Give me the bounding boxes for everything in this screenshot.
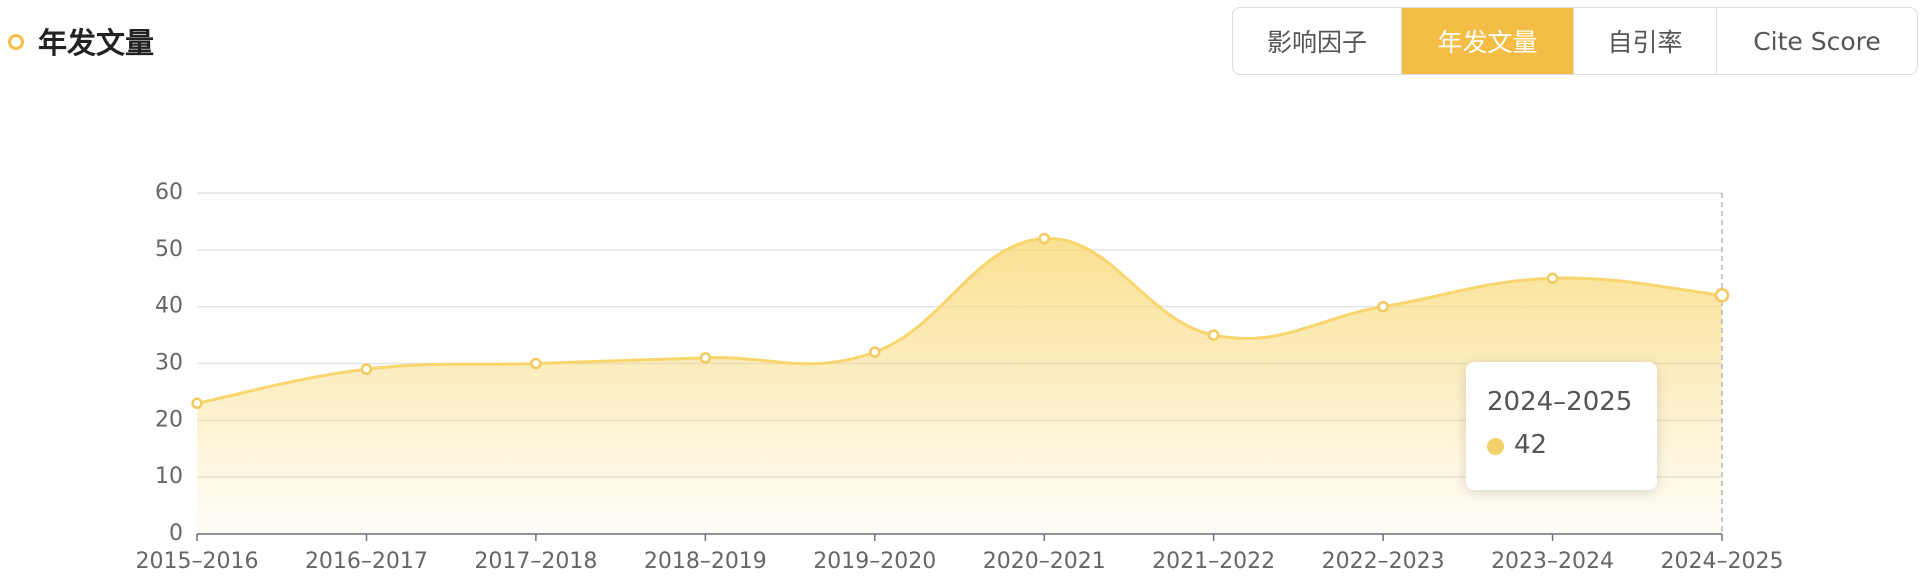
section-title: 年发文量 <box>38 26 155 60</box>
tooltip: 2024–2025 42 <box>1466 362 1657 490</box>
y-tick-label: 40 <box>155 294 183 319</box>
x-tick-label: 2021–2022 <box>1152 549 1275 574</box>
x-tick-label: 2017–2018 <box>474 549 597 574</box>
tab-active[interactable]: 年发文量 <box>1402 8 1574 74</box>
y-tick-label: 20 <box>155 407 183 432</box>
line <box>196 236 1723 405</box>
y-tick-label: 0 <box>169 521 183 546</box>
point <box>1038 232 1050 245</box>
tab[interactable]: 影响因子 <box>1233 8 1402 74</box>
y-tick-label: 60 <box>155 180 183 205</box>
x-tick-label: 2020–2021 <box>983 549 1106 574</box>
point <box>699 352 712 364</box>
title-icon <box>8 34 24 50</box>
tooltip-value: 42 <box>1514 430 1548 460</box>
point <box>1714 288 1730 303</box>
y-tick-label: 30 <box>155 351 183 376</box>
tab-bar: 影响因子 年发文量 自引率 Cite Score <box>1232 7 1918 75</box>
tab[interactable]: Cite Score <box>1753 26 1881 56</box>
y-tick-label: 10 <box>155 464 183 489</box>
x-tick-label: 2016–2017 <box>305 549 428 574</box>
tab[interactable]: 自引率 <box>1574 8 1717 74</box>
x-tick-label: 2015–2016 <box>136 549 259 574</box>
point <box>1207 329 1220 341</box>
x-tick-label: 2019–2020 <box>813 549 936 574</box>
x-tick-label: 2022–2023 <box>1322 549 1445 574</box>
y-tick-label: 50 <box>155 237 183 262</box>
point <box>1377 300 1389 313</box>
point <box>360 363 373 375</box>
point <box>869 346 881 358</box>
x-tick-label: 2018–2019 <box>644 549 767 574</box>
x-tick-label: 2024–2025 <box>1661 549 1784 574</box>
x-tick-label: 2023–2024 <box>1491 549 1614 574</box>
point <box>1546 272 1559 284</box>
tooltip-marker <box>1487 438 1504 455</box>
area-fill <box>197 238 1722 534</box>
point <box>530 357 542 370</box>
point <box>191 397 203 410</box>
tooltip-category: 2024–2025 <box>1487 387 1633 417</box>
